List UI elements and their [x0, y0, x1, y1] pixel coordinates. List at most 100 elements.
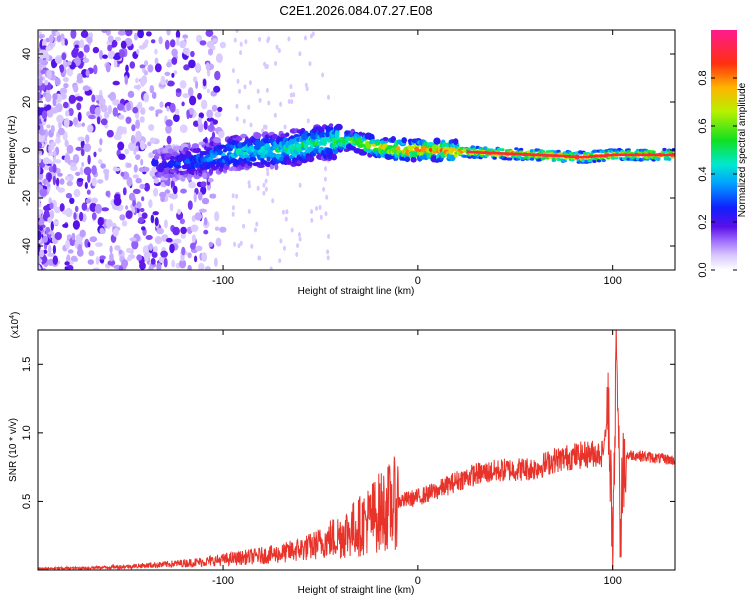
- heatmap-cell-997: [318, 205, 322, 210]
- heatmap-cell-439: [140, 158, 144, 166]
- heatmap-cell-364: [96, 116, 101, 125]
- heatmap-cell-905: [266, 171, 270, 177]
- heatmap-cell-1353: [254, 132, 262, 140]
- heatmap-cell-2417: [650, 153, 652, 157]
- heatmap-cell-2241: [662, 147, 667, 152]
- heatmap-cell-2351: [572, 155, 575, 158]
- heatmap-cell-1896: [483, 146, 488, 150]
- heatmap-cell-771: [141, 226, 146, 231]
- heatmap-cell-795: [215, 53, 223, 64]
- heatmap-cell-2415: [647, 153, 650, 157]
- heatmap-cell-211: [81, 162, 85, 167]
- heatmap-cell-820: [47, 216, 53, 223]
- heatmap-cell-658: [112, 228, 119, 237]
- heatmap-cell-2356: [578, 155, 581, 159]
- heatmap-cell-727: [154, 217, 159, 227]
- heatmap-cell-675: [155, 111, 159, 117]
- heatmap-cell-861: [75, 146, 83, 151]
- heatmap-cell-2362: [585, 155, 588, 159]
- heatmap-cell-1018: [231, 205, 235, 211]
- heatmap-cell-2387: [615, 153, 617, 157]
- bot-xticks-label-2: 100: [603, 575, 621, 587]
- heatmap-cell-534: [81, 202, 88, 211]
- heatmap-cell-937: [264, 186, 268, 192]
- heatmap-cell-2370: [595, 154, 597, 158]
- heatmap-cell-2308: [522, 153, 525, 156]
- heatmap-cell-877: [125, 210, 133, 220]
- heatmap-cell-2389: [617, 153, 619, 157]
- heatmap-cell-239: [166, 80, 175, 87]
- heatmap-cell-879: [214, 70, 221, 81]
- heatmap-cell-1802: [433, 137, 441, 145]
- heatmap-cell-808: [143, 251, 151, 259]
- heatmap-cell-993: [292, 92, 296, 98]
- heatmap-cell-2400: [630, 153, 632, 157]
- heatmap-cell-978: [248, 80, 252, 86]
- spectrogram-cells: [38, 30, 675, 270]
- heatmap-cell-725: [57, 187, 65, 193]
- heatmap-cell-2391: [619, 153, 622, 157]
- heatmap-cell-797: [38, 34, 44, 39]
- heatmap-cell-2363: [586, 155, 589, 159]
- heatmap-cell-2338: [557, 154, 560, 158]
- heatmap-cell-2336: [555, 154, 557, 158]
- heatmap-cell-94: [141, 212, 148, 219]
- heatmap-cell-906: [242, 118, 246, 124]
- heatmap-cell-565: [177, 208, 181, 215]
- heatmap-cell-2416: [648, 153, 651, 157]
- heatmap-cell-2418: [651, 153, 653, 157]
- heatmap-cell-2289: [500, 152, 503, 155]
- snr-x-label: Height of straight line (km): [298, 585, 415, 596]
- heatmap-cell-818: [175, 88, 182, 93]
- heatmap-cell-697: [47, 172, 52, 183]
- heatmap-cell-738: [55, 31, 60, 37]
- heatmap-cell-770: [166, 105, 170, 112]
- heatmap-cell-2365: [589, 155, 591, 158]
- heatmap-cell-855: [44, 209, 50, 219]
- heatmap-cell-278: [84, 182, 88, 189]
- colorbar-tick-label-0: 0.0: [697, 262, 709, 277]
- heatmap-cell-2408: [639, 153, 642, 157]
- heatmap-cell-629: [61, 52, 67, 61]
- heatmap-cell-446: [93, 151, 97, 158]
- heatmap-cell-2421: [654, 153, 657, 157]
- heatmap-cell-731: [53, 149, 57, 158]
- heatmap-cell-2350: [571, 155, 574, 158]
- heatmap-cell-935: [274, 61, 278, 66]
- heatmap-cell-736: [173, 114, 180, 122]
- colorbar-tick-label-1: 0.2: [697, 214, 709, 229]
- heatmap-cell-708: [205, 30, 214, 37]
- spectrogram-y-label-0: -40: [21, 238, 33, 254]
- heatmap-cell-964: [266, 167, 269, 173]
- heatmap-cell-824: [73, 189, 81, 198]
- heatmap-cell-764: [160, 250, 168, 258]
- heatmap-cell-117: [95, 256, 100, 265]
- heatmap-cell-1585: [328, 123, 334, 128]
- heatmap-cell-1223: [213, 137, 221, 144]
- heatmap-cell-853: [136, 48, 140, 55]
- heatmap-cell-2353: [575, 155, 577, 159]
- heatmap-cell-2273: [481, 151, 484, 154]
- heatmap-cell-686: [65, 110, 70, 117]
- heatmap-cell-105: [151, 251, 158, 258]
- heatmap-cell-591: [136, 254, 143, 261]
- heatmap-cell-2359: [582, 155, 584, 159]
- heatmap-cell-1000: [311, 31, 315, 37]
- heatmap-cell-995: [275, 44, 279, 50]
- heatmap-cell-711: [143, 70, 149, 76]
- heatmap-cell-2304: [518, 152, 520, 156]
- heatmap-cell-921: [321, 72, 325, 78]
- heatmap-cell-669: [55, 177, 60, 187]
- heatmap-cell-571: [166, 30, 171, 36]
- heatmap-cell-616: [47, 252, 55, 257]
- heatmap-cell-721: [79, 39, 85, 49]
- heatmap-cell-2340: [560, 154, 562, 158]
- heatmap-cell-761: [207, 178, 214, 183]
- heatmap-cell-874: [112, 107, 119, 117]
- heatmap-cell-2314: [529, 153, 532, 156]
- heatmap-cell-626: [73, 117, 78, 126]
- heatmap-cell-2432: [667, 153, 670, 157]
- heatmap-cell-2282: [492, 151, 494, 155]
- heatmap-cell-967: [255, 221, 259, 227]
- heatmap-cell-811: [170, 193, 178, 200]
